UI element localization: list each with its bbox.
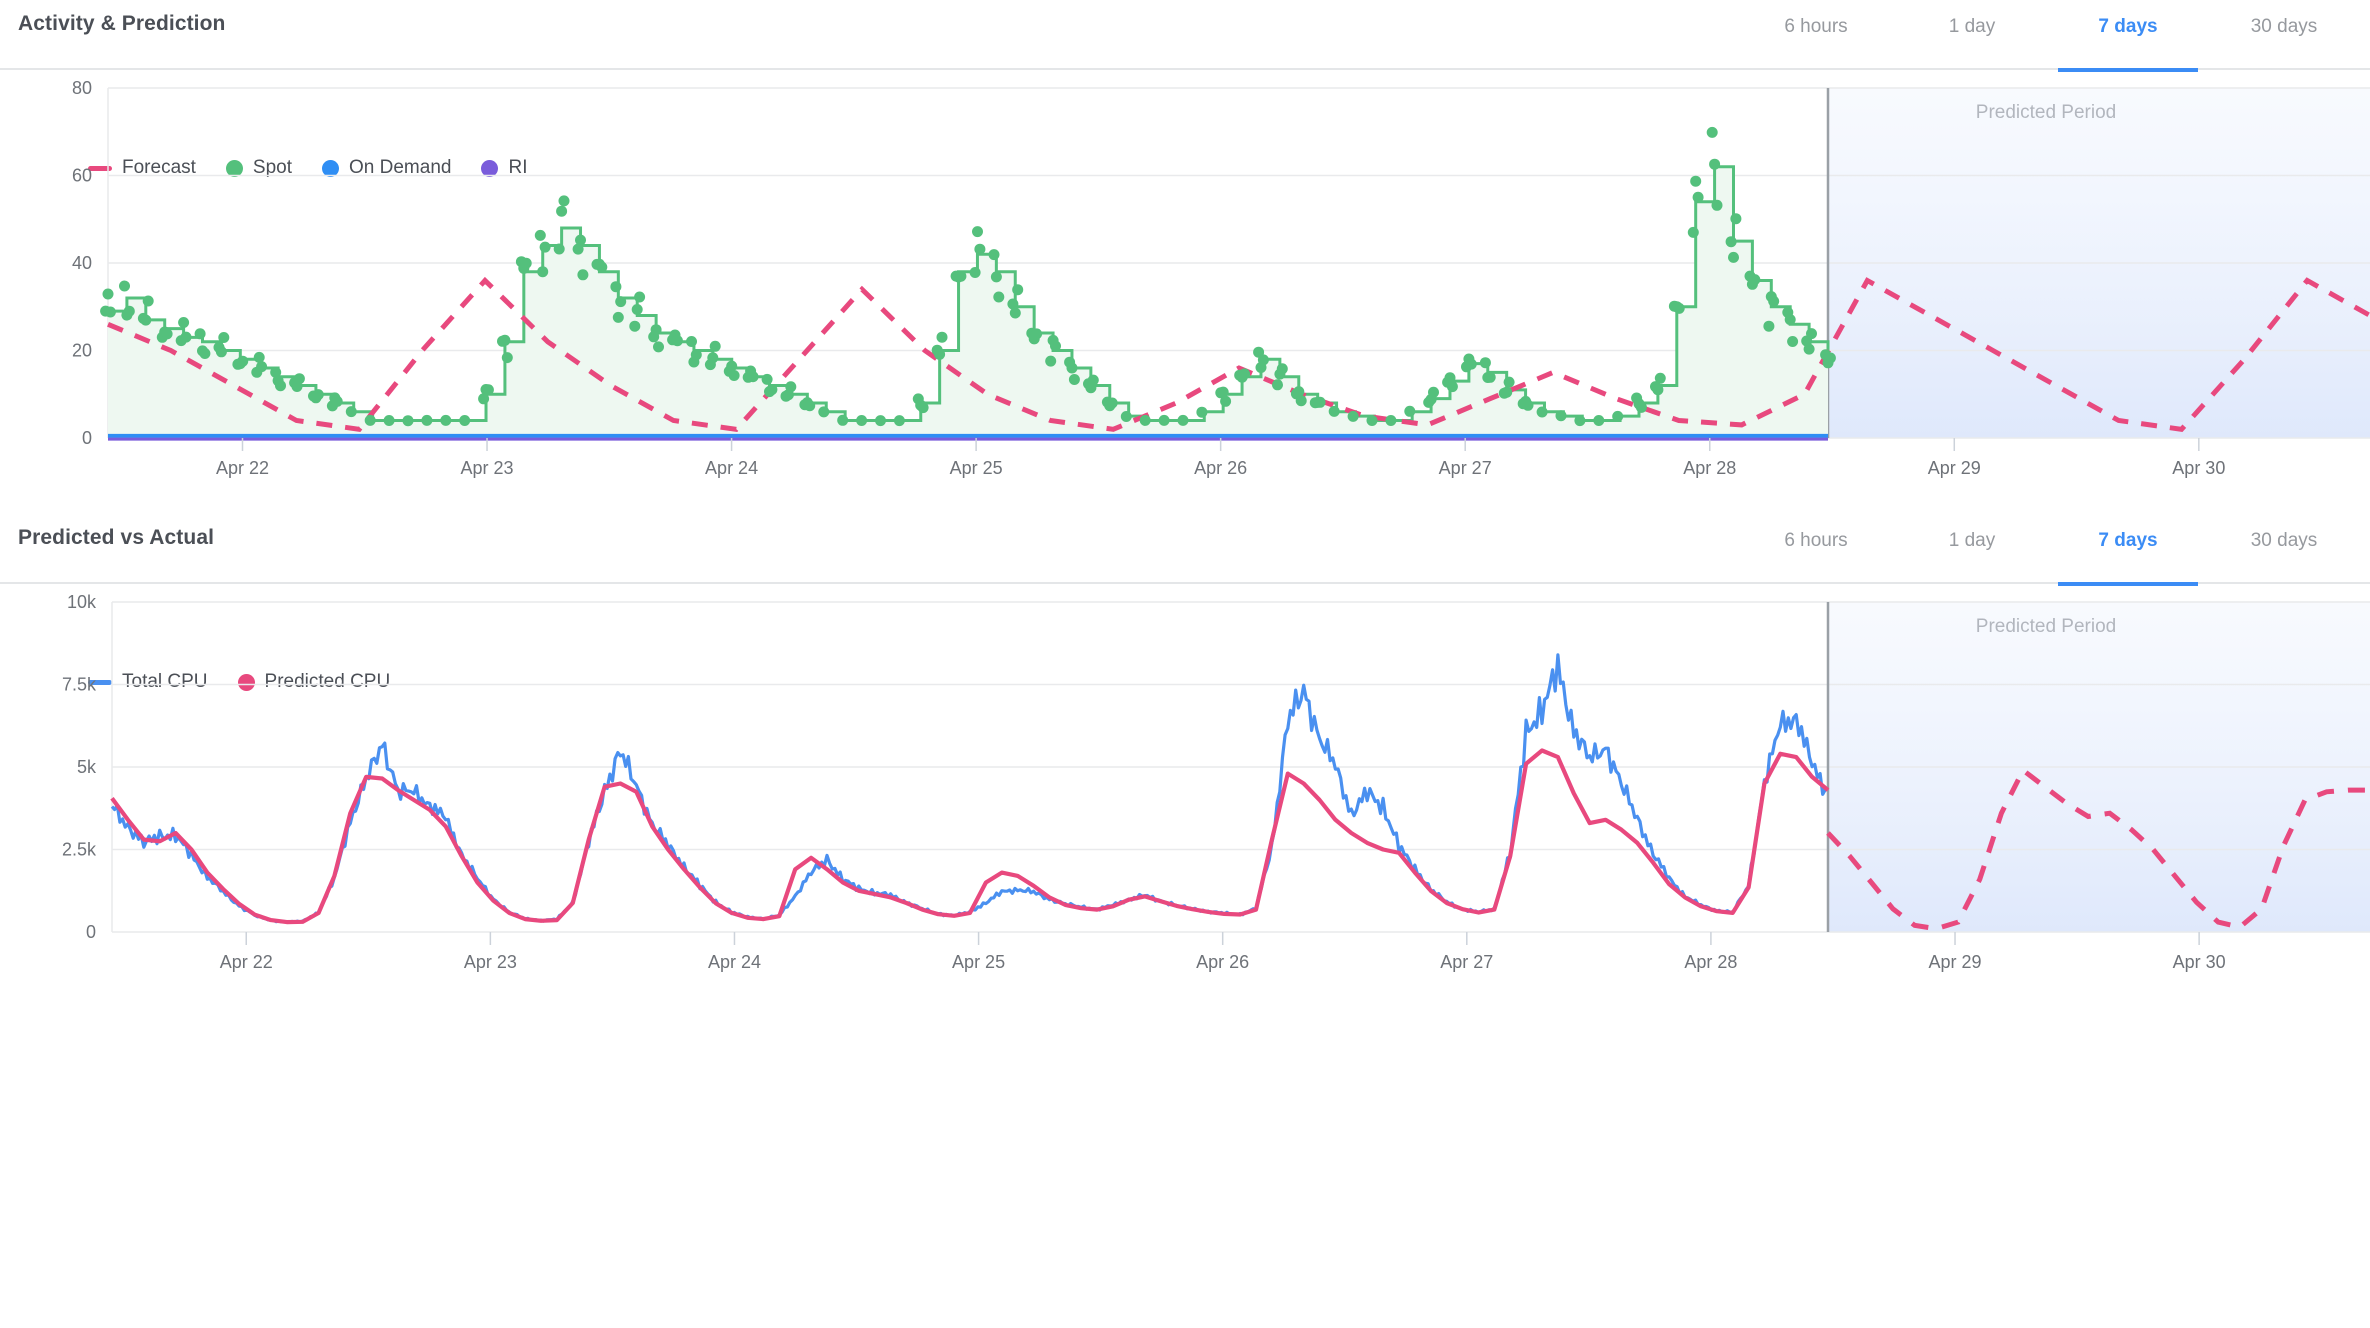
tab-1-day[interactable]: 1 day (1948, 16, 1996, 37)
svg-text:Apr 22: Apr 22 (220, 952, 273, 972)
legend-item-predicted-cpu[interactable]: Predicted CPU (237, 671, 391, 693)
svg-text:7.5k: 7.5k (62, 675, 97, 695)
svg-text:Apr 25: Apr 25 (952, 952, 1005, 972)
panel-activity-prediction: Activity & Prediction 6 hours 1 day 7 da… (0, 0, 2370, 490)
activity-prediction-chart[interactable]: 0 20 40 60 80 Apr 22 Apr 23 Apr 24 Apr 25 Apr 26 A… (0, 70, 2370, 490)
svg-text:2.5k: 2.5k (62, 840, 97, 860)
forecast-line-icon (88, 165, 112, 171)
ri-dot-icon (481, 159, 499, 177)
svg-text:Apr 23: Apr 23 (464, 952, 517, 972)
tab-7-days[interactable]: 7 days (2050, 0, 2206, 72)
svg-text:5k: 5k (77, 757, 97, 777)
legend-item-spot[interactable]: Spot (225, 157, 293, 179)
legend-label: Forecast (122, 157, 196, 178)
panel-header: Activity & Prediction 6 hours 1 day 7 da… (0, 0, 2370, 72)
svg-text:Apr 24: Apr 24 (705, 458, 758, 478)
svg-text:Apr 27: Apr 27 (1440, 952, 1493, 972)
predicted-vs-actual-chart[interactable]: 0 2.5k 5k 7.5k 10k Apr 22 Apr 23 Apr 24 Apr 25 Ap… (0, 584, 2370, 984)
tab-30-days[interactable]: 30 days (2250, 530, 2318, 551)
legend-label: Total CPU (122, 671, 208, 692)
legend-label: RI (508, 157, 528, 178)
tab-1-day[interactable]: 1 day (1948, 530, 1996, 551)
svg-text:80: 80 (72, 78, 92, 98)
svg-text:Apr 27: Apr 27 (1439, 458, 1492, 478)
legend-item-on-demand[interactable]: On Demand (322, 157, 451, 179)
panel-predicted-vs-actual: Predicted vs Actual 6 hours 1 day 7 days… (0, 514, 2370, 984)
svg-text:0: 0 (86, 922, 96, 942)
svg-text:60: 60 (72, 166, 92, 186)
legend-item-forecast[interactable]: Forecast (88, 157, 196, 179)
legend-label: On Demand (349, 157, 452, 178)
svg-text:Apr 30: Apr 30 (2172, 458, 2225, 478)
svg-text:Apr 28: Apr 28 (1683, 458, 1736, 478)
total-cpu-line-icon (88, 679, 112, 685)
panel-header: Predicted vs Actual 6 hours 1 day 7 days… (0, 514, 2370, 586)
page-title: Predicted vs Actual (18, 526, 215, 549)
on-demand-dot-icon (322, 159, 340, 177)
svg-text:Apr 23: Apr 23 (461, 458, 514, 478)
predicted-cpu-dot-icon (237, 673, 255, 691)
legend-label: Predicted CPU (264, 671, 391, 692)
svg-text:Apr 29: Apr 29 (1928, 458, 1981, 478)
predicted-chart-svg[interactable]: 0 2.5k 5k 7.5k 10k Apr 22 Apr 23 Apr 24 Apr 25 Ap… (0, 584, 2370, 984)
svg-text:Apr 25: Apr 25 (950, 458, 1003, 478)
svg-text:Apr 24: Apr 24 (708, 952, 761, 972)
svg-text:Apr 30: Apr 30 (2173, 952, 2226, 972)
svg-text:0: 0 (82, 428, 92, 448)
tab-6-hours[interactable]: 6 hours (1784, 530, 1848, 551)
chart-legend: Forecast Spot On Demand RI (88, 157, 527, 179)
svg-text:Apr 29: Apr 29 (1928, 952, 1981, 972)
chart-legend: Total CPU Predicted CPU (88, 671, 390, 693)
svg-text:Apr 22: Apr 22 (216, 458, 269, 478)
legend-item-ri[interactable]: RI (481, 157, 527, 179)
tab-6-hours[interactable]: 6 hours (1784, 16, 1848, 37)
range-tabs: 6 hours 1 day 7 days 30 days (1738, 0, 2362, 72)
page-title: Activity & Prediction (18, 12, 226, 35)
legend-label: Spot (252, 157, 293, 178)
svg-text:20: 20 (72, 341, 92, 361)
legend-item-total-cpu[interactable]: Total CPU (88, 671, 208, 693)
tab-30-days[interactable]: 30 days (2250, 16, 2318, 37)
svg-text:Apr 26: Apr 26 (1194, 458, 1247, 478)
svg-text:Apr 28: Apr 28 (1684, 952, 1737, 972)
range-tabs: 6 hours 1 day 7 days 30 days (1738, 514, 2362, 586)
tab-7-days[interactable]: 7 days (2050, 514, 2206, 586)
svg-text:10k: 10k (67, 592, 97, 612)
svg-text:40: 40 (72, 253, 92, 273)
activity-chart-svg[interactable]: 0 20 40 60 80 Apr 22 Apr 23 Apr 24 Apr 25 Apr 26 A… (0, 70, 2370, 490)
svg-text:Apr 26: Apr 26 (1196, 952, 1249, 972)
spot-dot-icon (225, 159, 243, 177)
